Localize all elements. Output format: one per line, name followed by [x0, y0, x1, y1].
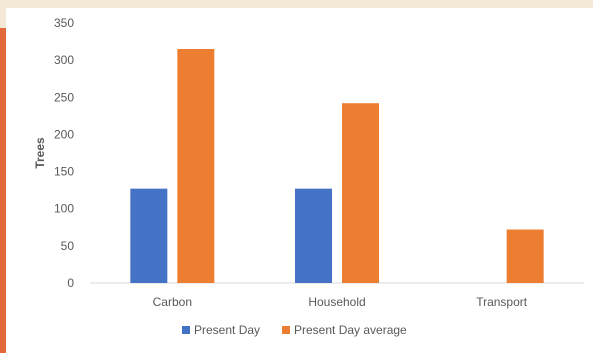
bar-transport-present-day-average	[506, 229, 544, 283]
bar-household-present-day	[295, 188, 332, 283]
bar-household-present-day-average	[342, 103, 379, 283]
x-category-label: Household	[308, 295, 365, 309]
y-tick-label: 250	[54, 90, 74, 104]
x-category-label: Carbon	[153, 295, 192, 309]
bar-chart: 0 50 100 150 200 250 300 350 Trees Carbon Househol…	[33, 16, 584, 337]
x-category-label: Transport	[476, 295, 528, 309]
y-tick-label: 350	[54, 16, 74, 30]
decorative-accent-strip	[0, 28, 6, 353]
y-tick-label: 300	[54, 53, 74, 67]
bar-carbon-present-day-average	[177, 49, 215, 283]
legend-label: Present Day	[194, 323, 260, 337]
legend-swatch-present-day-average	[282, 326, 290, 334]
y-tick-label: 150	[54, 165, 74, 179]
y-tick-label: 0	[67, 276, 74, 290]
y-axis-title: Trees	[33, 137, 47, 169]
y-tick-label: 100	[54, 202, 74, 216]
y-tick-label: 50	[61, 239, 75, 253]
chart-container: 0 50 100 150 200 250 300 350 Trees Carbon Househol…	[6, 8, 593, 353]
y-tick-label: 200	[54, 127, 74, 141]
bar-carbon-present-day	[130, 188, 168, 283]
legend-swatch-present-day	[182, 326, 190, 334]
legend-label: Present Day average	[294, 323, 407, 337]
